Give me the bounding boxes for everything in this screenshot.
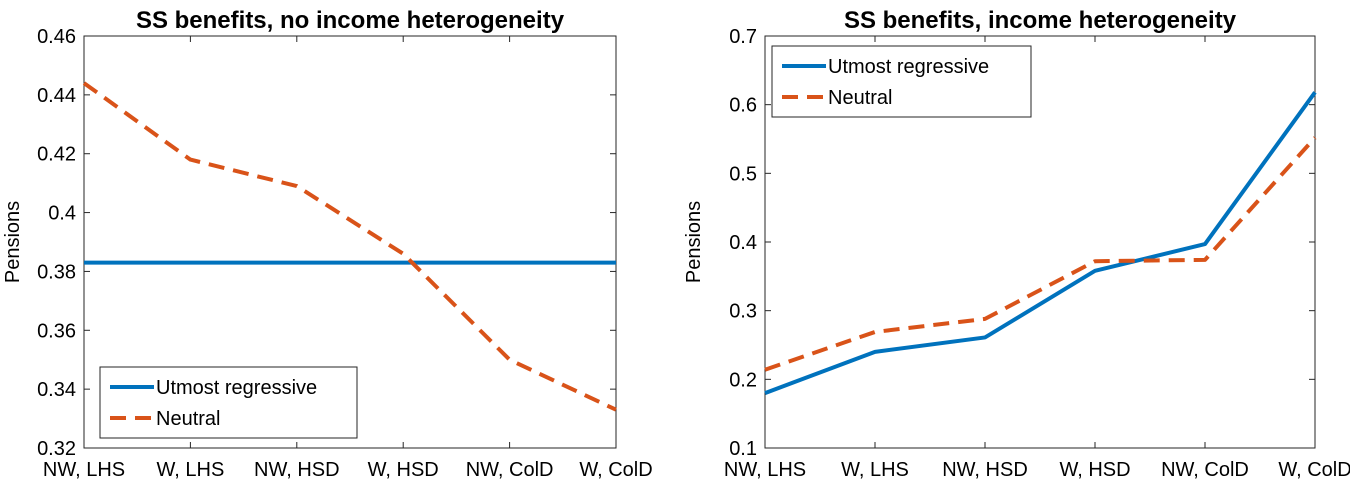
- y-axis-label: Pensions: [683, 201, 705, 283]
- x-tick-label: W, LHS: [157, 459, 225, 481]
- axes-box: [83, 35, 617, 449]
- chart-title: SS benefits, no income heterogeneity: [136, 7, 565, 34]
- y-tick-label: 0.32: [37, 438, 76, 460]
- x-tick-label: NW, HSD: [254, 459, 340, 481]
- y-tick-label: 0.1: [729, 438, 757, 460]
- series-line-neutral: [764, 136, 1317, 372]
- y-tick-label: 0.7: [729, 26, 757, 48]
- y-tick-label: 0.34: [37, 379, 76, 401]
- series-line-utmost-regressive: [764, 91, 1317, 395]
- x-tick-label: W, ColD: [579, 459, 652, 481]
- y-tick-label: 0.46: [37, 26, 76, 48]
- y-axis-label: Pensions: [2, 201, 24, 283]
- x-tick-label: NW, LHS: [724, 459, 806, 481]
- x-tick-label: NW, HSD: [942, 459, 1028, 481]
- y-tick-label: 0.6: [729, 95, 757, 117]
- x-tick-label: W, LHS: [841, 459, 909, 481]
- legend-label: Neutral: [828, 87, 892, 109]
- chart-title: SS benefits, income heterogeneity: [844, 7, 1237, 34]
- legend-box: [771, 45, 1032, 118]
- x-tick-label: NW, LHS: [43, 459, 125, 481]
- legend-label: Neutral: [156, 408, 220, 430]
- y-tick-label: 0.2: [729, 369, 757, 391]
- x-tick-label: NW, ColD: [466, 459, 554, 481]
- y-tick-label: 0.36: [37, 320, 76, 342]
- legend-label: Utmost regressive: [828, 56, 989, 78]
- x-tick-label: W, ColD: [1278, 459, 1350, 481]
- series-line-neutral: [82, 81, 617, 412]
- legend: Utmost regressive Neutral: [771, 45, 1032, 118]
- y-tick-label: 0.5: [729, 163, 757, 185]
- legend: Utmost regressive Neutral: [99, 366, 358, 439]
- y-tick-label: 0.3: [729, 301, 757, 323]
- x-tick-label: NW, ColD: [1161, 459, 1249, 481]
- y-tick-label: 0.4: [48, 203, 76, 225]
- x-tick-label: W, HSD: [368, 459, 439, 481]
- y-tick-label: 0.4: [729, 232, 757, 254]
- y-tick-label: 0.44: [37, 85, 76, 107]
- y-tick-label: 0.38: [37, 261, 76, 283]
- chart-panel-right: 0.1 0.2 0.3 0.4 0.5 0.6 0.7 NW, LHS W, LHS NW, HS…: [683, 7, 1350, 481]
- x-tick-label: W, HSD: [1059, 459, 1130, 481]
- legend-label: Utmost regressive: [156, 377, 317, 399]
- y-tick-label: 0.42: [37, 144, 76, 166]
- legend-box: [99, 366, 358, 439]
- chart-panel-left: 0.32 0.34 0.36 0.38 0.4 0.42 0.44 0.46 NW, LHS W,…: [2, 7, 653, 481]
